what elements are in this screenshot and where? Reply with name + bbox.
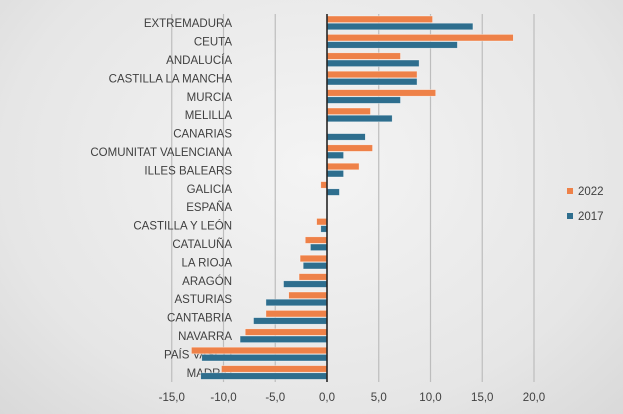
bar-2017 — [283, 280, 328, 288]
bar-2022 — [299, 254, 328, 263]
category-label: LA RIOJA — [182, 257, 233, 269]
category-label: CASTILLA LA MANCHA — [109, 73, 233, 85]
bar-2022 — [298, 273, 328, 281]
category-label: CANARIAS — [173, 129, 232, 141]
bar-2022 — [265, 310, 328, 318]
category-label: COMUNITAT VALENCIANA — [90, 147, 232, 159]
bar-2017 — [326, 188, 340, 196]
category-label: CATALUÑA — [172, 238, 232, 251]
bar-2017 — [302, 262, 328, 270]
category-label: ILLES BALEARS — [144, 165, 232, 177]
bar-2017 — [326, 59, 420, 67]
bar-2022 — [221, 365, 328, 373]
bar-2022 — [244, 328, 328, 336]
category-label: ASTURIAS — [174, 294, 232, 306]
category-label: GALICIA — [187, 184, 233, 196]
category-label: MURCIA — [187, 92, 233, 104]
bar-2022 — [326, 34, 514, 42]
category-label: ESPAÑA — [186, 201, 232, 214]
bar-2022 — [320, 181, 328, 189]
legend-swatch-2022 — [567, 188, 573, 194]
bar-2017 — [326, 151, 344, 159]
bar-2022 — [326, 89, 436, 97]
legend-swatch-2017 — [567, 213, 573, 219]
bar-2017 — [320, 225, 328, 233]
bar-2017 — [326, 114, 393, 123]
x-tick-label: 5,0 — [371, 392, 387, 404]
bar-2022 — [326, 70, 418, 79]
category-label: NAVARRA — [178, 331, 232, 343]
bar-2017 — [239, 335, 328, 343]
category-label: ARAGÓN — [182, 275, 232, 288]
legend-label: 2022 — [578, 186, 604, 198]
bar-2017 — [253, 317, 328, 325]
bar-2022 — [316, 218, 328, 226]
bar-2017 — [326, 170, 344, 178]
x-tick-label: -15,0 — [159, 392, 185, 404]
bar-2022 — [191, 346, 328, 355]
bar-2022 — [326, 52, 401, 60]
bar-2017 — [310, 243, 328, 251]
bar-2017 — [201, 354, 328, 362]
bar-2017 — [326, 96, 401, 104]
bar-2017 — [326, 22, 474, 31]
category-label: MELILLA — [185, 110, 233, 122]
category-label: EXTREMADURA — [144, 18, 233, 30]
x-tick-label: -10,0 — [210, 392, 236, 404]
category-label: ANDALUCÍA — [166, 54, 232, 67]
bar-2022 — [326, 15, 433, 23]
bar-2017 — [326, 41, 458, 49]
category-label: CASTILLA Y LEÓN — [133, 220, 232, 233]
x-tick-label: -5,0 — [265, 392, 285, 404]
x-tick-label: 20,0 — [523, 392, 545, 404]
bar-2022 — [326, 144, 373, 152]
bar-2022 — [288, 291, 328, 299]
bar-2017 — [200, 372, 328, 380]
category-label: CEUTA — [194, 37, 232, 49]
bar-2017 — [265, 298, 328, 307]
x-tick-label: 0,0 — [319, 392, 335, 404]
bar-2022 — [326, 107, 371, 115]
legend-label: 2017 — [578, 211, 604, 223]
bar-2017 — [326, 133, 366, 141]
bar-2022 — [304, 236, 328, 244]
bar-2022 — [326, 162, 360, 171]
bar-2017 — [326, 78, 418, 86]
x-tick-label: 15,0 — [471, 392, 493, 404]
category-label: CANTABRIA — [167, 313, 232, 325]
x-tick-label: 10,0 — [419, 392, 441, 404]
